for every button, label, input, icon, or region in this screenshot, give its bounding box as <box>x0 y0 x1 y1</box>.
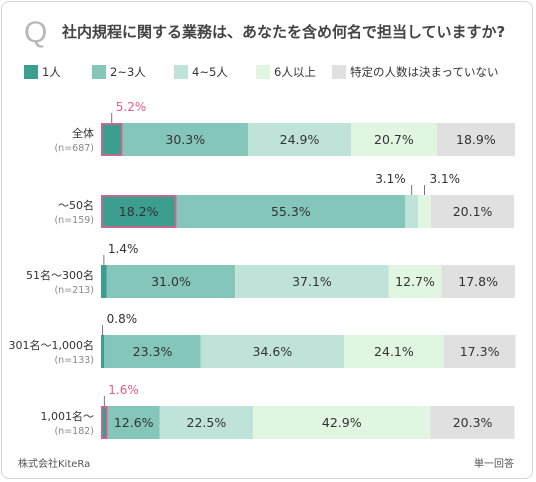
bar-segment <box>235 265 389 298</box>
legend-swatch-2 <box>92 65 106 79</box>
data-label: 17.8% <box>458 274 498 289</box>
legend-swatch-1 <box>24 65 38 79</box>
bar-segment <box>101 265 107 298</box>
bar-segment <box>104 335 201 368</box>
bar-segment <box>122 123 248 156</box>
bar-segment <box>351 123 437 156</box>
data-label: 3.1% <box>375 172 406 186</box>
category-label: 全体 <box>72 126 94 140</box>
data-label: 24.9% <box>280 132 320 147</box>
bar-segment <box>101 406 108 439</box>
bar-segment <box>430 406 515 439</box>
category-n: (n=182) <box>54 426 94 437</box>
bar-segment <box>176 195 406 228</box>
bar-segment <box>107 406 160 439</box>
legend-swatch-3 <box>174 65 188 79</box>
bar-segment <box>101 195 177 228</box>
bar-segment <box>436 123 515 156</box>
bar-segment <box>106 265 236 298</box>
bar-segment <box>159 406 253 439</box>
category-n: (n=159) <box>54 215 94 226</box>
category-label: 51名〜300名 <box>26 268 94 282</box>
data-label: 55.3% <box>271 204 311 219</box>
category-label: 1,001名〜 <box>41 409 95 423</box>
data-label: 18.9% <box>456 132 496 147</box>
legend-swatch-4 <box>256 65 270 79</box>
category-n: (n=687) <box>54 143 94 154</box>
data-label: 12.6% <box>114 415 154 430</box>
data-label: 24.1% <box>374 344 414 359</box>
company-credit: 株式会社KiteRa <box>18 459 91 470</box>
legend-label-3: 4~5人 <box>192 65 228 79</box>
chart-title: 社内規程に関する業務は、あなたを含め何名で担当していますか? <box>62 23 506 41</box>
bar-segment <box>200 335 345 368</box>
data-label: 20.3% <box>453 415 493 430</box>
data-label: 22.5% <box>187 415 227 430</box>
category-n: (n=133) <box>54 355 94 366</box>
data-label: 37.1% <box>292 274 332 289</box>
data-label: 5.2% <box>116 100 147 114</box>
bar-segment <box>247 123 352 156</box>
legend-label-1: 1人 <box>42 65 61 79</box>
data-label: 31.0% <box>151 274 191 289</box>
data-label: 20.1% <box>453 204 493 219</box>
legend-label-4: 6人以上 <box>274 65 316 79</box>
bar-segment <box>418 195 431 228</box>
data-label: 17.3% <box>460 344 500 359</box>
bar-segment <box>252 406 431 439</box>
category-n: (n=213) <box>54 285 94 296</box>
question-mark-icon: Q <box>24 16 48 49</box>
bar-segment <box>443 335 516 368</box>
legend-swatch-5 <box>332 65 346 79</box>
data-label: 20.7% <box>374 132 414 147</box>
bar-segment <box>441 265 515 298</box>
bar-segment <box>388 265 442 298</box>
answer-type-note: 単一回答 <box>474 459 514 470</box>
legend-label-5: 特定の人数は決まっていない <box>350 65 499 79</box>
data-label: 34.6% <box>253 344 293 359</box>
data-label: 42.9% <box>322 415 362 430</box>
data-label: 0.8% <box>107 312 138 326</box>
data-label: 18.2% <box>119 204 159 219</box>
category-label: 301名〜1,000名 <box>9 338 95 352</box>
data-label: 1.6% <box>108 383 139 397</box>
bar-segment <box>344 335 444 368</box>
data-label: 12.7% <box>395 274 435 289</box>
highlight-outline <box>101 123 123 157</box>
highlight-outline <box>101 195 177 229</box>
bar-segment <box>101 123 123 156</box>
data-label: 3.1% <box>430 172 461 186</box>
bar-segment <box>405 195 419 228</box>
category-label: 〜50名 <box>58 198 94 212</box>
bar-segment <box>430 195 515 228</box>
highlight-outline <box>101 405 108 439</box>
data-label: 30.3% <box>165 132 205 147</box>
data-label: 1.4% <box>108 242 138 256</box>
data-label: 23.3% <box>133 344 173 359</box>
legend-label-2: 2~3人 <box>110 65 146 79</box>
bar-segment <box>101 335 105 368</box>
